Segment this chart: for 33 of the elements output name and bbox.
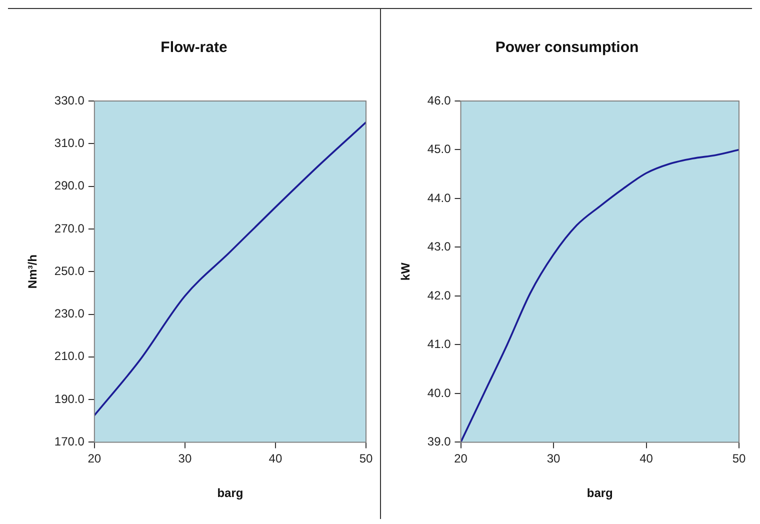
line-series — [94, 121, 366, 416]
y-tick-label: 46.0 — [427, 93, 452, 108]
x-tick-label: 40 — [640, 452, 654, 466]
y-tick-label: 290.0 — [54, 178, 85, 193]
chart-title: Flow-rate — [160, 39, 228, 56]
x-tick-label: 30 — [546, 452, 560, 466]
y-tick-label: 40.0 — [427, 386, 452, 400]
y-tick-label: 45.0 — [427, 142, 452, 156]
y-axis-title: Nm³/h — [26, 254, 40, 289]
y-axis-title: kW — [398, 262, 413, 281]
x-axis-title: barg — [586, 486, 613, 500]
y-tick-label: 230.0 — [54, 306, 85, 321]
y-tick-label: 330.0 — [54, 93, 85, 108]
y-tick-label: 39.0 — [427, 434, 452, 449]
y-tick-label: 170.0 — [54, 434, 85, 449]
y-tick-label: 44.0 — [427, 190, 452, 205]
y-tick-label: 270.0 — [54, 221, 85, 236]
x-tick-label: 20 — [88, 452, 102, 466]
y-tick-label: 210.0 — [54, 349, 85, 364]
y-tick-label: 42.0 — [427, 288, 452, 302]
x-tick-label: 20 — [454, 452, 468, 466]
x-tick-label: 40 — [268, 452, 282, 466]
y-tick-label: 43.0 — [427, 240, 452, 254]
y-tick-label: 190.0 — [54, 392, 85, 406]
y-tick-label: 41.0 — [427, 337, 452, 352]
chart-title: Power consumption — [495, 39, 639, 56]
y-tick-label: 310.0 — [54, 136, 85, 150]
y-tick-label: 250.0 — [54, 264, 85, 278]
x-tick-label: 50 — [732, 452, 746, 466]
x-tick-label: 30 — [178, 452, 192, 466]
x-tick-label: 50 — [359, 452, 373, 466]
line-series — [460, 148, 739, 442]
x-axis-title: barg — [217, 486, 244, 500]
